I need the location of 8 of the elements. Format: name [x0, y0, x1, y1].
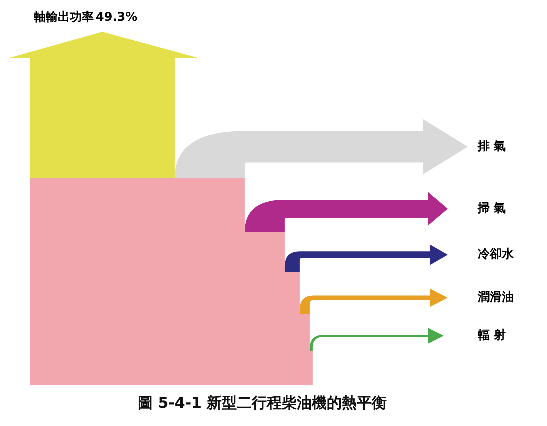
text: 圖 5-4-1 新型二行程柴油機的熱平衡	[138, 394, 388, 412]
category-label: 排 氣	[477, 139, 506, 154]
category-label: 軸輸出功率	[33, 10, 94, 24]
category-label: 輻 射	[477, 328, 506, 342]
category-label: 潤滑油	[477, 290, 514, 304]
category-label: 掃 氣	[477, 201, 506, 216]
category-label: 冷卻水	[478, 247, 515, 262]
data-label: 49.3%	[96, 10, 138, 24]
